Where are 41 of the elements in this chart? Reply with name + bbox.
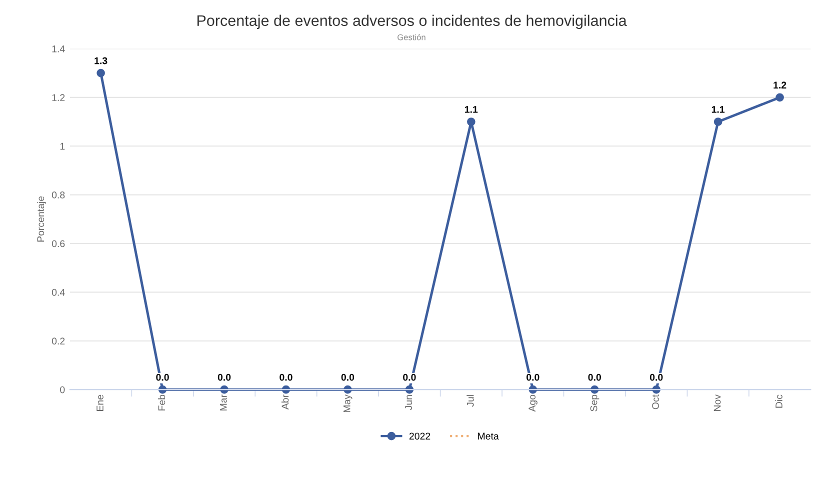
y-tick-label: 1 [60,142,65,150]
point [776,93,784,102]
data-label: 0.0 [588,374,601,381]
x-tick-label: Mar [220,394,227,410]
chart-title: Porcentaje de eventos adversos o incidentes de hemovigilancia [197,14,627,30]
y-tick-label: 1.4 [52,46,65,52]
y-tick-label: 0 [60,386,65,394]
data-label: 1.2 [774,82,786,88]
x-tick-label: Feb [158,394,166,410]
legend-label: Meta [478,432,499,440]
data-label: 1.1 [465,106,478,113]
x-tick-label: Sep [590,394,600,412]
y-axis-title: Porcentaje [36,196,46,242]
x-tick-label: May [344,394,352,412]
point [96,68,105,78]
x-tick-label: Jun [405,395,412,410]
x-tick-label: Jul [466,395,474,407]
y-tick-label: 1.2 [52,94,65,101]
chart-subtitle: Gestión [398,34,426,40]
y-tick-label: 0.4 [52,288,65,296]
data-label: 0.0 [650,374,663,381]
data-label: 0.0 [403,374,416,381]
data-label: 0.0 [280,374,292,381]
data-label: 0.0 [341,374,354,381]
data-label: 0.0 [218,374,231,381]
legend-label: 2022 [409,432,430,440]
x-tick-label: Ago [528,394,538,412]
point [714,118,722,126]
data-label: 0.0 [156,374,169,381]
x-tick-label: Oct [652,394,659,410]
point [467,118,476,126]
x-tick-label: Ene [96,394,104,411]
y-tick-label: 0.2 [52,338,65,345]
y-tick-label: 0.8 [52,192,65,198]
x-tick-label: Dic [775,394,782,408]
data-label: 1.3 [94,57,108,64]
x-tick-label: Abr [281,394,289,410]
y-tick-label: 0.6 [52,240,65,248]
data-label: 0.0 [526,374,540,381]
data-label: 1.1 [712,106,725,113]
x-tick-label: Nov [714,394,721,411]
